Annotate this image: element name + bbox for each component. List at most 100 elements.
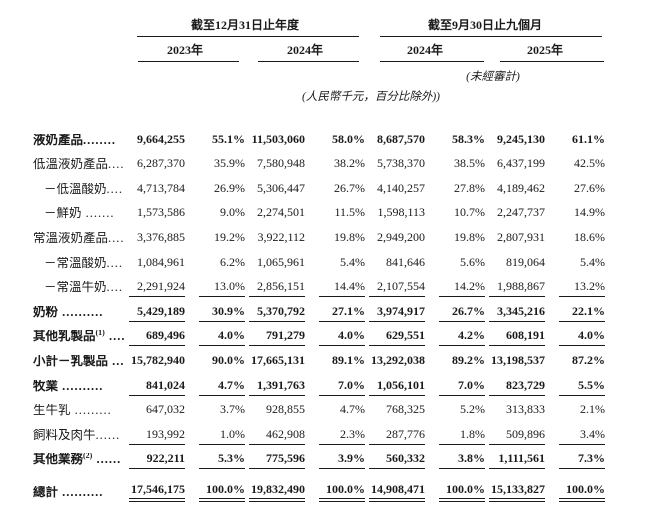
table-cell: 3,974,917 [365, 297, 425, 322]
table-cell: 14.9% [545, 199, 605, 224]
table-cell: 58.3% [425, 125, 485, 150]
percent-value: 18.6% [574, 229, 605, 244]
percent-value: 100.0% [319, 482, 365, 502]
amount-value: 647,032 [146, 402, 185, 417]
percent-value: 7.0% [319, 378, 365, 396]
table-row: 生牛乳 ......... 647,032 3.7% 928,855 4.7% 768,3… [33, 396, 650, 421]
amount-value: 768,325 [386, 402, 425, 417]
table-cell: 89.1% [305, 346, 365, 371]
dot-leader: .......... [58, 485, 104, 499]
table-cell: 19.2% [185, 223, 245, 248]
amount-value: 11,503,060 [251, 131, 305, 146]
table-cell: 823,729 [485, 371, 545, 396]
table-row: －鮮奶 ....... 1,573,586 9.0% 2,274,501 11.5% 1,… [33, 199, 650, 224]
amount-value: 14,908,471 [369, 482, 425, 502]
table-cell: 1,111,561 [485, 445, 545, 470]
percent-value: 5.2% [460, 402, 485, 417]
amount-value: 689,496 [129, 329, 185, 347]
amount-value: 462,908 [249, 427, 305, 445]
table-cell: 14.2% [425, 273, 485, 298]
table-cell: 928,855 [245, 396, 305, 421]
table-cell: 1,598,113 [365, 199, 425, 224]
percent-value: 5.6% [460, 254, 485, 269]
percent-value: 38.2% [334, 156, 365, 171]
table-cell: 689,496 [125, 322, 185, 347]
percent-value: 9.0% [220, 205, 245, 220]
table-cell: 10.7% [425, 199, 485, 224]
table-row: －低溫酸奶.... 4,713,784 26.9% 5,306,447 26.7% 4,1… [33, 174, 650, 199]
table-cell: 5,306,447 [245, 174, 305, 199]
table-cell: 27.1% [305, 297, 365, 322]
amount-value: 629,551 [369, 329, 425, 347]
amount-value: 6,287,370 [137, 156, 185, 171]
table-cell: 55.1% [185, 125, 245, 150]
amount-value: 2,247,737 [497, 205, 545, 220]
table-cell: 791,279 [245, 322, 305, 347]
table-cell: 9.0% [185, 199, 245, 224]
table-cell: 8,687,570 [365, 125, 425, 150]
column-rule [258, 61, 359, 62]
table-row: 低溫液奶產品.... 6,287,370 35.9% 7,580,948 38.2% 5,… [33, 150, 650, 175]
table-cell: 4.0% [305, 322, 365, 347]
row-label-text: 總計 [33, 485, 59, 499]
table-cell: 2.3% [305, 420, 365, 445]
table-cell: 5.2% [425, 396, 485, 421]
table-cell: 4.0% [185, 322, 245, 347]
percent-value: 11.5% [334, 205, 365, 220]
table-row: 奶粉 .......... 5,429,189 30.9% 5,370,792 27.1… [33, 297, 650, 322]
percent-value: 3.4% [559, 427, 605, 445]
amount-value: 1,573,586 [137, 205, 185, 220]
row-label-text: －常溫酸奶 [44, 256, 107, 270]
table-cell: 11.5% [305, 199, 365, 224]
table-cell: 3.9% [305, 445, 365, 470]
table-cell: 19.8% [305, 223, 365, 248]
table-cell: 7.0% [305, 371, 365, 396]
table-cell: 26.9% [185, 174, 245, 199]
amount-value: 15,782,940 [131, 352, 185, 367]
percent-value: 58.0% [332, 131, 365, 146]
table-row: －常溫牛奶.... 2,291,924 13.0% 2,856,151 14.4% 2,1… [33, 273, 650, 298]
row-label: －常溫酸奶.... [33, 257, 125, 273]
table-cell: 61.1% [545, 125, 605, 150]
amount-value: 13,198,537 [491, 352, 545, 367]
table-row: 液奶產品........ 9,664,255 55.1% 11,503,060 58.0… [33, 125, 650, 150]
row-label-text: 其他業務 [33, 453, 84, 467]
table-cell: 4,189,462 [485, 174, 545, 199]
row-label-text: 低溫液奶產品 [33, 158, 109, 172]
percent-value: 55.1% [212, 131, 245, 146]
row-label: 其他業務(2) ...... [33, 453, 125, 469]
table-cell: 42.5% [545, 150, 605, 175]
amount-value: 7,580,948 [257, 156, 305, 171]
table-cell: 1,065,961 [245, 248, 305, 273]
table-cell: 38.5% [425, 150, 485, 175]
amount-value: 2,949,200 [377, 229, 425, 244]
amount-value: 560,332 [369, 452, 425, 470]
percent-value: 10.7% [454, 205, 485, 220]
column-header-9m-2025: 2025年 [485, 43, 605, 62]
percent-value: 61.1% [572, 131, 605, 146]
row-label-text: 生牛乳 [33, 404, 71, 418]
percent-value: 7.3% [559, 452, 605, 470]
amount-value: 3,922,112 [257, 229, 305, 244]
dot-leader: .... [108, 158, 125, 172]
row-label: 生牛乳 ......... [33, 404, 125, 420]
row-label: 飼料及肉牛...... [33, 429, 125, 445]
amount-value: 841,024 [129, 378, 185, 396]
amount-value: 1,111,561 [489, 452, 545, 470]
percent-value: 30.9% [199, 304, 245, 322]
dot-leader: ... [108, 354, 125, 368]
table-cell: 87.2% [545, 346, 605, 371]
table-cell: 6.2% [185, 248, 245, 273]
column-header-2023: 2023年 [125, 43, 245, 62]
table-cell: 7,580,948 [245, 150, 305, 175]
table-cell: 11,503,060 [245, 125, 305, 150]
table-cell: 27.8% [425, 174, 485, 199]
table-cell: 6,437,199 [485, 150, 545, 175]
table-cell: 2,291,924 [125, 273, 185, 298]
table-cell: 1,988,867 [485, 273, 545, 298]
table-cell: 2,274,501 [245, 199, 305, 224]
percent-value: 14.4% [319, 280, 365, 298]
table-cell: 1.0% [185, 420, 245, 445]
dot-leader: .......... [58, 305, 104, 319]
